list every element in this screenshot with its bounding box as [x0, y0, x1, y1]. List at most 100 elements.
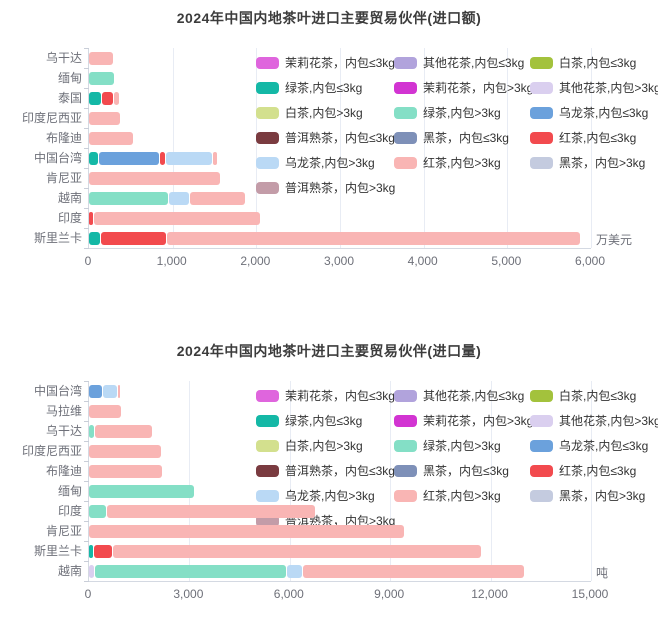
legend-item[interactable]: 其他花茶,内包>3kg — [530, 79, 658, 96]
legend-item[interactable]: 绿茶,内包≤3kg — [256, 79, 394, 96]
bar-segment[interactable] — [89, 564, 95, 578]
bar-segment[interactable] — [89, 151, 99, 165]
legend-item[interactable]: 普洱熟茶，内包>3kg — [256, 179, 395, 196]
bar-segment[interactable] — [89, 484, 195, 498]
legend-label: 红茶,内包>3kg — [423, 156, 501, 170]
x-axis-tick-label: 12,000 — [471, 587, 508, 601]
bar-segment[interactable] — [89, 211, 94, 225]
legend-item[interactable]: 白茶,内包≤3kg — [530, 54, 658, 71]
legend-item[interactable]: 乌龙茶,内包≤3kg — [530, 104, 658, 121]
legend-item[interactable]: 白茶,内包≤3kg — [530, 387, 658, 404]
bar-segment[interactable] — [89, 544, 94, 558]
bar-segment[interactable] — [89, 524, 405, 538]
legend-item[interactable]: 茉莉花茶，内包>3kg — [394, 412, 533, 429]
bar-segment[interactable] — [89, 504, 107, 518]
legend-swatch-icon — [256, 131, 279, 144]
bar-segment[interactable] — [166, 231, 581, 245]
legend-item[interactable]: 白茶,内包>3kg — [256, 104, 394, 121]
legend-item[interactable]: 茉莉花茶，内包>3kg — [394, 79, 533, 96]
y-axis-tick — [84, 581, 89, 582]
legend-item[interactable]: 其他花茶,内包>3kg — [530, 412, 658, 429]
bar-row — [89, 191, 246, 205]
legend-item[interactable]: 红茶,内包≤3kg — [530, 129, 658, 146]
legend-label: 黑茶，内包>3kg — [559, 156, 646, 170]
legend-swatch-icon — [256, 81, 279, 94]
grid-line — [591, 48, 592, 248]
category-label: 中国台湾 — [33, 384, 82, 398]
bar-segment[interactable] — [89, 111, 120, 125]
bar-segment[interactable] — [286, 564, 302, 578]
legend-label: 绿茶,内包>3kg — [423, 106, 501, 120]
category-label: 缅甸 — [57, 71, 82, 85]
bar-row — [89, 524, 405, 538]
bar-segment[interactable] — [160, 151, 166, 165]
bar-segment[interactable] — [89, 171, 221, 185]
bar-segment[interactable] — [103, 384, 118, 398]
bar-segment[interactable] — [89, 424, 95, 438]
y-axis-tick — [84, 421, 89, 422]
legend-item[interactable]: 红茶,内包>3kg — [394, 154, 530, 171]
legend-item[interactable]: 乌龙茶,内包>3kg — [256, 487, 394, 504]
legend-item[interactable]: 白茶,内包>3kg — [256, 437, 394, 454]
legend-item[interactable]: 其他花茶,内包≤3kg — [394, 387, 530, 404]
bar-row — [89, 211, 261, 225]
legend-item[interactable]: 茉莉花茶，内包≤3kg — [256, 387, 395, 404]
legend-item[interactable]: 乌龙茶,内包≤3kg — [530, 437, 658, 454]
legend-item[interactable]: 茉莉花茶，内包≤3kg — [256, 54, 395, 71]
bar-segment[interactable] — [166, 151, 213, 165]
bar-segment[interactable] — [89, 464, 162, 478]
legend-swatch-icon — [256, 414, 279, 427]
legend-item[interactable]: 红茶,内包≤3kg — [530, 462, 658, 479]
bar-segment[interactable] — [95, 424, 152, 438]
y-axis-tick — [84, 68, 89, 69]
bar-segment[interactable] — [101, 91, 114, 105]
x-axis-tick-label: 4,000 — [407, 254, 438, 268]
y-axis-tick — [84, 381, 89, 382]
bar-segment[interactable] — [213, 151, 217, 165]
bar-segment[interactable] — [114, 91, 120, 105]
bar-segment[interactable] — [89, 191, 169, 205]
legend-label: 普洱熟茶，内包≤3kg — [285, 464, 395, 478]
bar-segment[interactable] — [169, 191, 190, 205]
bar-segment[interactable] — [118, 384, 121, 398]
bar-segment[interactable] — [302, 564, 524, 578]
bar-segment[interactable] — [89, 444, 161, 458]
bar-segment[interactable] — [89, 131, 133, 145]
legend-item[interactable]: 绿茶,内包>3kg — [394, 437, 530, 454]
legend-item[interactable]: 黑茶，内包≤3kg — [394, 129, 530, 146]
legend-item[interactable]: 普洱熟茶，内包≤3kg — [256, 129, 395, 146]
bar-segment[interactable] — [113, 544, 482, 558]
legend-label: 白茶,内包>3kg — [285, 439, 363, 453]
legend-item[interactable]: 乌龙茶,内包>3kg — [256, 154, 394, 171]
legend-item[interactable]: 黑茶，内包≤3kg — [394, 462, 530, 479]
bar-segment[interactable] — [89, 384, 103, 398]
legend-label: 黑茶，内包≤3kg — [423, 131, 509, 145]
bar-row — [89, 231, 581, 245]
bar-segment[interactable] — [89, 91, 101, 105]
bar-segment[interactable] — [89, 404, 122, 418]
bar-segment[interactable] — [89, 51, 114, 65]
chart-import-value: 2024年中国内地茶叶进口主要贸易伙伴(进口额) 乌干达 缅甸 泰国 印度尼西亚 布隆迪… — [0, 0, 658, 300]
legend-item[interactable]: 黑茶，内包>3kg — [530, 487, 658, 504]
bar-segment[interactable] — [99, 151, 160, 165]
legend-item[interactable]: 绿茶,内包>3kg — [394, 104, 530, 121]
bar-segment[interactable] — [107, 504, 315, 518]
legend-item[interactable]: 普洱熟茶，内包≤3kg — [256, 462, 395, 479]
legend-item[interactable]: 绿茶,内包≤3kg — [256, 412, 394, 429]
legend-item[interactable]: 其他花茶,内包≤3kg — [394, 54, 530, 71]
x-axis-tick-label: 15,000 — [571, 587, 609, 601]
bar-segment[interactable] — [94, 211, 261, 225]
bar-segment[interactable] — [101, 231, 166, 245]
legend-item[interactable]: 黑茶，内包>3kg — [530, 154, 658, 171]
category-label: 肯尼亚 — [45, 171, 82, 185]
bar-segment[interactable] — [94, 544, 113, 558]
category-label: 马拉维 — [45, 404, 82, 418]
legend-item[interactable]: 红茶,内包>3kg — [394, 487, 530, 504]
bar-segment[interactable] — [89, 231, 101, 245]
bar-segment[interactable] — [190, 191, 246, 205]
bar-segment[interactable] — [89, 71, 115, 85]
legend-swatch-icon — [530, 56, 553, 69]
bar-segment[interactable] — [95, 564, 286, 578]
legend-label: 其他花茶,内包≤3kg — [423, 389, 525, 403]
y-axis-tick — [84, 128, 89, 129]
